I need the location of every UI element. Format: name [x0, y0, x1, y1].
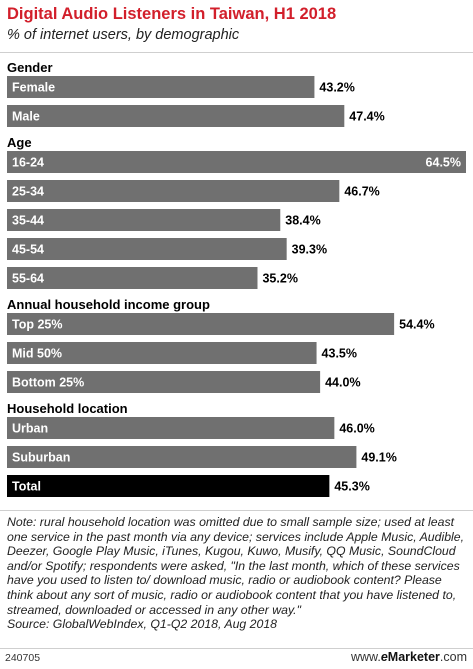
data-label-mid-50: 43.5% — [322, 347, 357, 361]
category-label-mid-50: Mid 50% — [12, 347, 62, 361]
category-label-total: Total — [12, 480, 41, 494]
category-label-suburban: Suburban — [12, 451, 70, 465]
bar-chart: Gender Female 43.2% Male 47.4% Age 16-24 64.5% 2… — [7, 60, 466, 497]
bar-35-44 — [7, 209, 281, 231]
group-header-age: Age — [7, 135, 32, 150]
data-label-55-64: 35.2% — [262, 272, 297, 286]
bottom-divider — [0, 510, 473, 511]
bar-top-25 — [7, 313, 395, 335]
data-label-16-24: 64.5% — [426, 156, 461, 170]
data-label-35-44: 38.4% — [285, 214, 320, 228]
group-header-gender: Gender — [7, 60, 53, 75]
category-label-45-54: 45-54 — [12, 243, 44, 257]
category-label-55-64: 55-64 — [12, 272, 44, 286]
bar-male — [7, 105, 345, 127]
brand-suffix: .com — [439, 650, 467, 664]
chart-note: Note: rural household location was omitt… — [7, 515, 467, 632]
category-label-female: Female — [12, 81, 55, 95]
chart-subtitle: % of internet users, by demographic — [7, 27, 240, 43]
brand-name: Marketer — [387, 650, 440, 664]
data-label-25-34: 46.7% — [344, 185, 379, 199]
brand-e: e — [380, 650, 388, 664]
chart-title: Digital Audio Listeners in Taiwan, H1 20… — [7, 5, 337, 23]
chart-id: 240705 — [5, 652, 41, 664]
data-label-top-25: 54.4% — [399, 318, 434, 332]
brand-logo[interactable]: www.eMarketer.com — [351, 650, 467, 664]
group-header-annual-household-income-group: Annual household income group — [7, 297, 210, 312]
top-divider — [0, 52, 473, 53]
data-label-urban: 46.0% — [339, 422, 374, 436]
bar-25-34 — [7, 180, 340, 202]
bar-female — [7, 76, 315, 98]
category-label-bottom-25: Bottom 25% — [12, 376, 84, 390]
bar-total — [7, 475, 330, 497]
bar-16-24 — [7, 151, 466, 173]
data-label-male: 47.4% — [349, 110, 384, 124]
bar-45-54 — [7, 238, 287, 260]
category-label-male: Male — [12, 110, 40, 124]
footer-divider — [0, 648, 473, 649]
bar-bottom-25 — [7, 371, 321, 393]
data-label-total: 45.3% — [334, 480, 369, 494]
category-label-urban: Urban — [12, 422, 48, 436]
bar-55-64 — [7, 267, 258, 289]
bar-suburban — [7, 446, 357, 468]
source-text: Source: GlobalWebIndex, Q1-Q2 2018, Aug … — [7, 617, 278, 632]
data-label-45-54: 39.3% — [292, 243, 327, 257]
bar-urban — [7, 417, 335, 439]
category-label-25-34: 25-34 — [12, 185, 44, 199]
data-label-bottom-25: 44.0% — [325, 376, 360, 390]
brand-prefix: www. — [350, 650, 381, 664]
data-label-female: 43.2% — [319, 81, 354, 95]
category-label-35-44: 35-44 — [12, 214, 44, 228]
bar-mid-50 — [7, 342, 317, 364]
data-label-suburban: 49.1% — [361, 451, 396, 465]
category-label-top-25: Top 25% — [12, 318, 62, 332]
note-text: Note: rural household location was omitt… — [7, 515, 465, 617]
group-header-household-location: Household location — [7, 401, 128, 416]
category-label-16-24: 16-24 — [12, 156, 44, 170]
